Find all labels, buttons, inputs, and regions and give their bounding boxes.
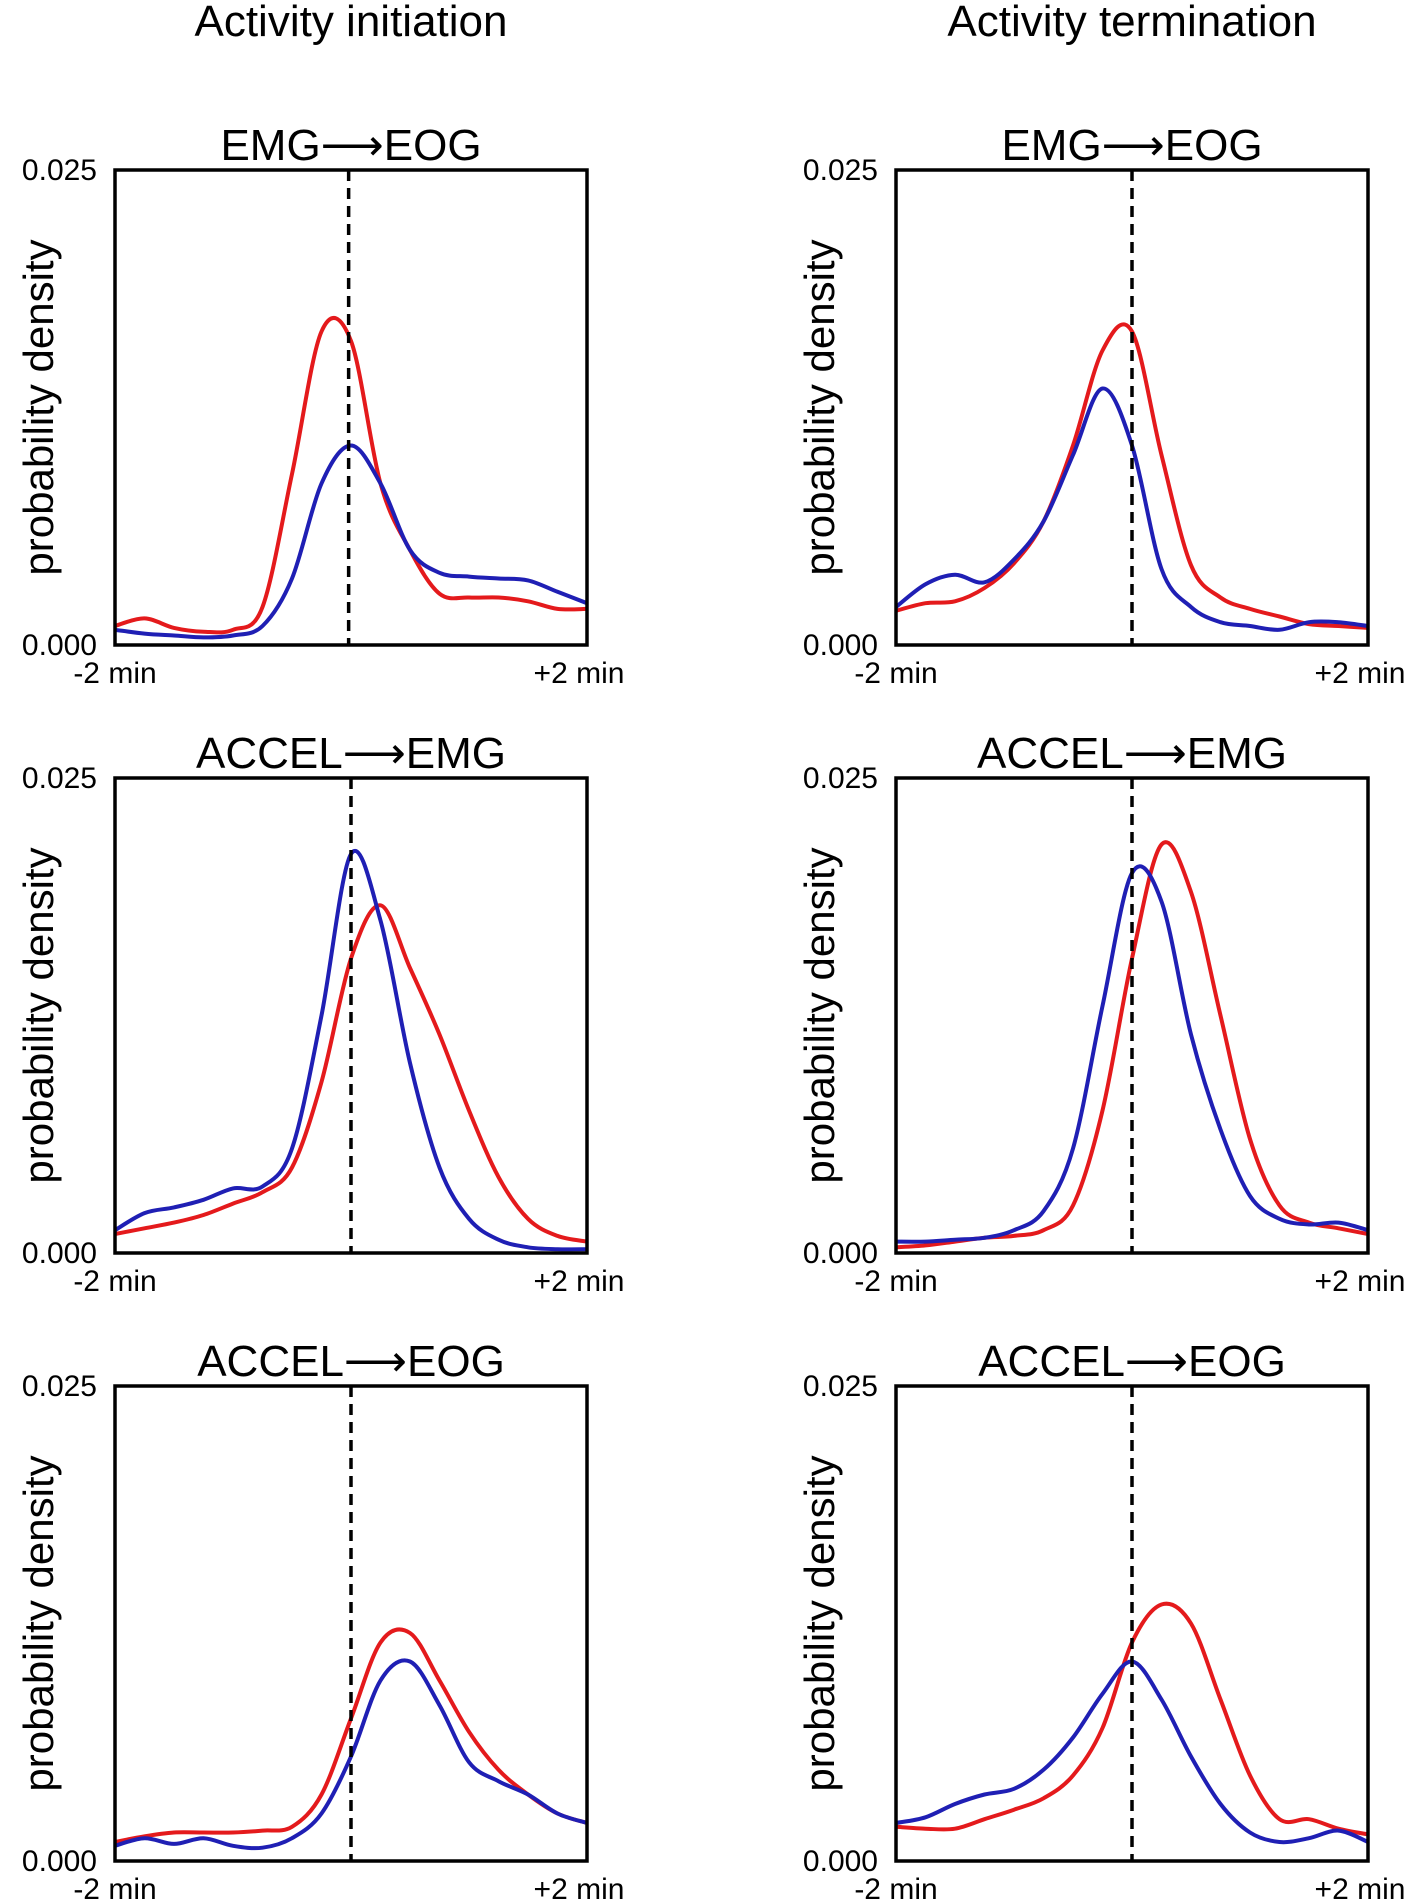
column-title-activity-termination: Activity termination bbox=[947, 0, 1316, 46]
y-axis-label: probability density bbox=[15, 239, 62, 575]
y-tick-label-top: 0.025 bbox=[22, 154, 97, 187]
chart-panel-5: ACCEL⟶EOG probability density 0.025 0.000-2… bbox=[15, 1337, 624, 1904]
y-axis-label: probability density bbox=[15, 847, 62, 1183]
series-line-series_b bbox=[115, 443, 587, 640]
x-tick-label-right: +2 min bbox=[534, 1265, 625, 1298]
panel-title: EMG⟶EOG bbox=[1001, 121, 1262, 170]
plot-frame bbox=[113, 1384, 589, 1863]
panel-title: ACCEL⟶EOG bbox=[197, 1337, 505, 1386]
chart-panel-2: EMG⟶EOG probability density 0.025 0.000-2 m… bbox=[796, 121, 1405, 690]
series-line-series_a bbox=[896, 840, 1368, 1250]
y-tick-label-top: 0.025 bbox=[22, 762, 97, 795]
x-tick-label-right: +2 min bbox=[534, 1873, 625, 1904]
y-tick-label-top: 0.025 bbox=[803, 154, 878, 187]
y-tick-label-bottom: 0.000 bbox=[803, 1845, 878, 1878]
x-tick-label-right: +2 min bbox=[1315, 1873, 1406, 1904]
plot-frame bbox=[894, 776, 1370, 1255]
panel-title: ACCEL⟶EOG bbox=[978, 1337, 1286, 1386]
series-line-series_a bbox=[115, 316, 587, 635]
plot-frame bbox=[894, 168, 1370, 647]
x-tick-label-left: -2 min bbox=[854, 657, 937, 690]
plot-frame bbox=[894, 1384, 1370, 1863]
y-axis-label: probability density bbox=[796, 847, 843, 1183]
y-tick-label-top: 0.025 bbox=[803, 762, 878, 795]
plot-frame bbox=[113, 168, 589, 647]
y-tick-label-bottom: 0.000 bbox=[803, 1237, 878, 1270]
chart-panel-1: EMG⟶EOG probability density 0.025 0.000-2 m… bbox=[15, 121, 624, 690]
y-axis-label: probability density bbox=[796, 1455, 843, 1791]
chart-panel-6: ACCEL⟶EOG probability density 0.025 0.000-2… bbox=[796, 1337, 1405, 1904]
x-tick-label-left: -2 min bbox=[854, 1873, 937, 1904]
x-tick-label-right: +2 min bbox=[1315, 1265, 1406, 1298]
column-title-activity-initiation: Activity initiation bbox=[194, 0, 507, 46]
y-axis-label: probability density bbox=[15, 1455, 62, 1791]
y-tick-label-top: 0.025 bbox=[803, 1370, 878, 1403]
y-axis-label: probability density bbox=[796, 239, 843, 575]
x-tick-label-left: -2 min bbox=[854, 1265, 937, 1298]
chart-panel-4: ACCEL⟶EMG probability density 0.025 0.000-2… bbox=[796, 729, 1405, 1298]
y-tick-label-bottom: 0.000 bbox=[22, 1845, 97, 1878]
x-tick-label-left: -2 min bbox=[73, 1873, 156, 1904]
x-tick-label-left: -2 min bbox=[73, 1265, 156, 1298]
plot-frame bbox=[113, 776, 589, 1255]
y-tick-label-bottom: 0.000 bbox=[803, 629, 878, 662]
y-tick-label-bottom: 0.000 bbox=[22, 1237, 97, 1270]
x-tick-label-right: +2 min bbox=[534, 657, 625, 690]
panel-title: ACCEL⟶EMG bbox=[977, 729, 1287, 778]
y-tick-label-top: 0.025 bbox=[22, 1370, 97, 1403]
panel-title: ACCEL⟶EMG bbox=[196, 729, 506, 778]
chart-panel-3: ACCEL⟶EMG probability density 0.025 0.000-2… bbox=[15, 729, 624, 1298]
x-tick-label-right: +2 min bbox=[1315, 657, 1406, 690]
series-line-series_a bbox=[896, 322, 1368, 630]
panel-title: EMG⟶EOG bbox=[220, 121, 481, 170]
y-tick-label-bottom: 0.000 bbox=[22, 629, 97, 662]
x-tick-label-left: -2 min bbox=[73, 657, 156, 690]
